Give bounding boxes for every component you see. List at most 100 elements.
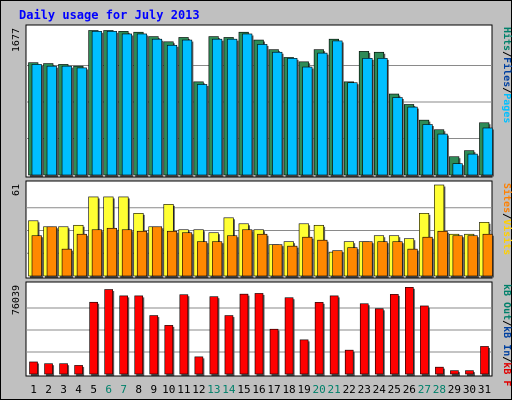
- x-label-day-24: 24: [373, 383, 387, 396]
- x-label-day-2: 2: [45, 383, 52, 396]
- x-label-day-23: 23: [358, 383, 371, 396]
- legend-kb-in: kB In: [501, 326, 512, 356]
- bar-files-day-3: [61, 65, 72, 176]
- bar-kb-f-day-18: [284, 297, 294, 375]
- bar-sites-day-21: [332, 250, 343, 277]
- bar-sites-day-18: [287, 245, 298, 277]
- y-max-label: 76039: [11, 285, 22, 315]
- bar-files-day-28: [437, 133, 448, 176]
- bar-kb-f-day-7: [119, 295, 129, 375]
- bar-kb-f-day-19: [299, 339, 309, 375]
- x-label-day-29: 29: [448, 383, 461, 396]
- bar-sites-day-3: [61, 248, 72, 277]
- bar-files-day-8: [136, 33, 148, 176]
- legend-files: Files: [501, 57, 512, 87]
- legend-sites: Sites: [501, 183, 512, 213]
- bar-files-day-19: [302, 66, 313, 176]
- right-axis-legend: Hits/Files/Pages: [501, 27, 512, 123]
- bar-kb-f-day-22: [344, 349, 354, 375]
- bar-files-day-29: [452, 163, 463, 176]
- legend-visits: Visits: [501, 219, 512, 255]
- bar-kb-f-day-17: [269, 328, 279, 375]
- bar-kb-f-day-8: [134, 295, 144, 375]
- bar-sites-day-27: [422, 236, 433, 277]
- bar-sites-day-19: [302, 236, 313, 277]
- panel-2: 61 Sites/Visits: [11, 180, 512, 279]
- bar-sites-day-15: [242, 229, 253, 277]
- bar-files-day-7: [121, 33, 132, 176]
- x-label-day-26: 26: [403, 383, 416, 396]
- bar-sites-day-17: [272, 244, 283, 277]
- bar-sites-day-8: [136, 230, 148, 277]
- x-label-day-30: 30: [463, 383, 476, 396]
- bar-files-day-21: [332, 40, 343, 176]
- bar-kb-f-day-28: [435, 366, 444, 375]
- bar-sites-day-31: [482, 233, 493, 277]
- x-label-day-4: 4: [75, 383, 82, 396]
- x-label-day-19: 19: [297, 383, 310, 396]
- bar-sites-day-13: [212, 241, 223, 277]
- bar-kb-f-day-30: [465, 370, 474, 375]
- bar-kb-f-day-2: [44, 363, 53, 375]
- bar-sites-day-28: [437, 230, 448, 277]
- x-label-day-17: 17: [267, 383, 280, 396]
- bar-kb-f-day-4: [74, 365, 83, 375]
- legend-pages: Pages: [501, 93, 512, 123]
- legend-kb-out: kB Out: [501, 284, 512, 320]
- x-label-day-9: 9: [150, 383, 157, 396]
- bar-sites-day-4: [76, 233, 87, 277]
- bar-kb-f-day-20: [314, 302, 324, 375]
- bar-kb-f-day-11: [179, 294, 189, 375]
- x-label-day-27: 27: [418, 383, 431, 396]
- bar-files-day-11: [182, 39, 193, 176]
- y-max-label: 61: [11, 184, 22, 196]
- bar-kb-f-day-15: [239, 293, 249, 375]
- x-label-day-5: 5: [90, 383, 97, 396]
- bar-sites-day-30: [467, 235, 478, 277]
- bar-files-day-16: [257, 44, 268, 176]
- bar-sites-day-7: [121, 229, 132, 277]
- bar-files-day-5: [91, 31, 102, 176]
- bar-files-day-20: [317, 52, 328, 176]
- bar-kb-f-day-27: [420, 305, 429, 375]
- bar-files-day-9: [151, 38, 163, 176]
- bar-sites-day-16: [257, 233, 268, 277]
- bar-files-day-27: [422, 124, 433, 176]
- bar-sites-day-23: [362, 241, 373, 277]
- bar-kb-f-day-3: [59, 363, 68, 375]
- x-label-day-28: 28: [433, 383, 446, 396]
- bar-kb-f-day-1: [29, 361, 38, 375]
- bar-sites-day-29: [452, 235, 463, 277]
- bar-kb-f-day-21: [329, 295, 339, 375]
- bar-kb-f-day-12: [194, 356, 204, 375]
- bar-sites-day-5: [91, 229, 102, 277]
- x-label-day-14: 14: [222, 383, 236, 396]
- x-label-day-21: 21: [328, 383, 341, 396]
- bar-files-day-23: [362, 58, 373, 176]
- right-axis-legend: Sites/Visits: [501, 183, 512, 255]
- bar-files-day-10: [166, 44, 178, 176]
- bar-files-day-25: [392, 97, 403, 176]
- bar-sites-day-9: [151, 226, 163, 277]
- x-label-day-7: 7: [120, 383, 127, 396]
- bar-files-day-14: [227, 38, 238, 176]
- bar-sites-day-14: [227, 235, 238, 277]
- bar-files-day-1: [31, 64, 42, 176]
- x-label-day-8: 8: [135, 383, 142, 396]
- bar-kb-f-day-10: [164, 325, 174, 375]
- bar-files-day-18: [287, 58, 298, 176]
- bar-kb-f-day-6: [104, 289, 113, 375]
- right-axis-legend: kB Out/kB In/kB F: [501, 284, 512, 386]
- y-max-label: 1677: [11, 28, 22, 52]
- x-label-day-31: 31: [478, 383, 491, 396]
- bar-sites-day-26: [407, 248, 418, 277]
- legend-kb-f: kB F: [501, 362, 512, 386]
- legend-hits: Hits: [501, 27, 512, 51]
- bar-sites-day-10: [166, 230, 178, 277]
- x-label-day-16: 16: [252, 383, 265, 396]
- bar-kb-f-day-14: [224, 315, 234, 375]
- x-label-day-12: 12: [192, 383, 205, 396]
- bar-files-day-4: [76, 67, 87, 176]
- x-label-day-25: 25: [388, 383, 401, 396]
- bar-kb-f-day-16: [254, 293, 264, 375]
